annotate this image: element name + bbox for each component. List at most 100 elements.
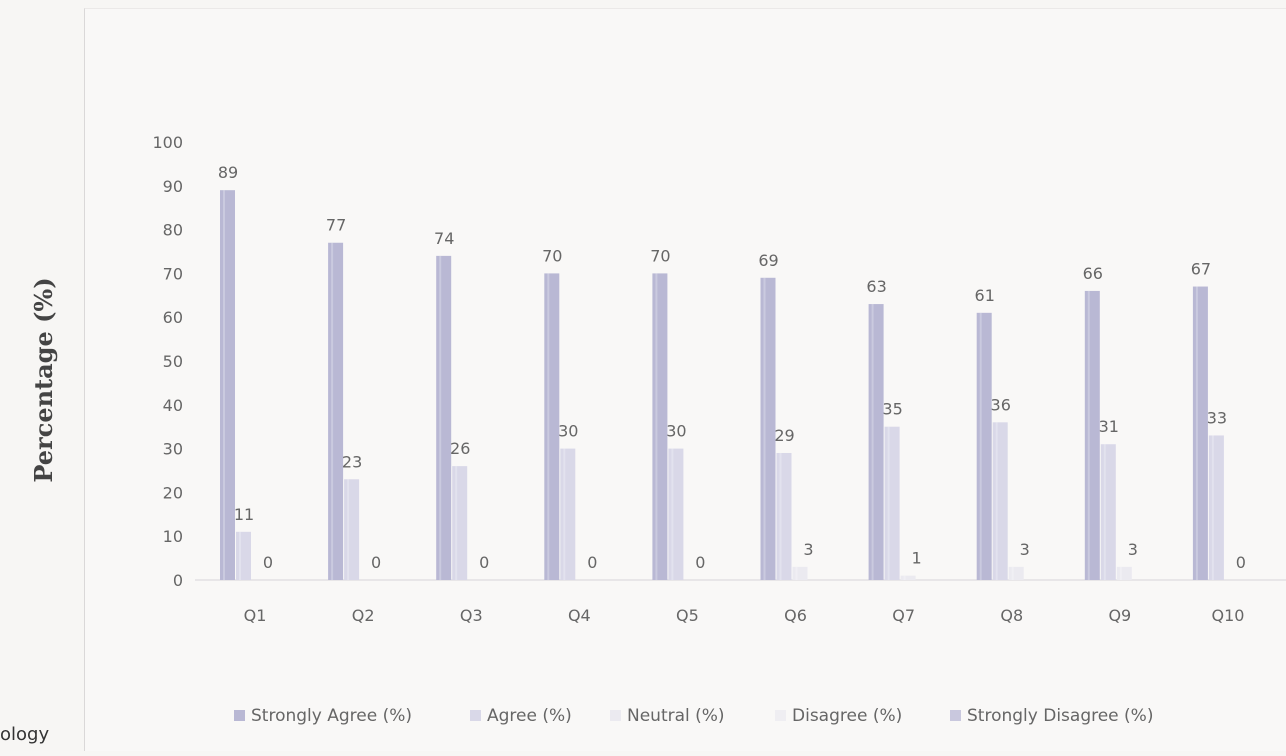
legend-label: Agree (%) — [487, 706, 572, 726]
bar-texture — [239, 531, 241, 580]
data-label: 29 — [774, 426, 794, 445]
data-label: 0 — [1236, 553, 1246, 572]
bar — [1116, 566, 1132, 580]
y-tick-label: 60 — [163, 308, 183, 327]
bar-texture — [455, 466, 458, 580]
bar — [436, 255, 452, 580]
legend-swatch — [610, 710, 621, 721]
bar-texture — [331, 242, 334, 581]
bar — [1084, 290, 1100, 580]
data-label: 31 — [1099, 417, 1119, 436]
y-tick-label: 90 — [163, 177, 183, 196]
bar — [236, 531, 251, 580]
bar — [220, 190, 235, 580]
bar — [776, 452, 792, 580]
bar — [1208, 435, 1224, 580]
x-tick-label: Q5 — [676, 606, 699, 625]
bar-texture — [1103, 444, 1106, 580]
data-label: 30 — [558, 422, 578, 441]
bar — [868, 304, 884, 580]
data-label: 89 — [218, 163, 238, 182]
legend-swatch — [775, 710, 786, 721]
x-tick-label: Q8 — [1000, 606, 1023, 625]
bar-texture — [439, 255, 442, 580]
data-label: 63 — [866, 277, 886, 296]
bar — [760, 277, 776, 580]
data-label: 67 — [1191, 260, 1211, 279]
data-label: 69 — [758, 251, 778, 270]
data-label: 0 — [695, 553, 705, 572]
bar-texture — [1011, 566, 1014, 580]
bar-texture — [887, 426, 890, 580]
data-label: 70 — [650, 246, 670, 265]
bar — [1008, 566, 1024, 580]
data-label: 35 — [882, 400, 902, 419]
y-axis-label: Percentage (%) — [29, 277, 58, 482]
y-tick-label: 10 — [163, 527, 183, 546]
bar — [328, 242, 344, 581]
bar-texture — [763, 277, 766, 580]
bar — [792, 566, 808, 580]
bar-texture — [223, 190, 225, 580]
bar-texture — [979, 312, 982, 580]
bar — [976, 312, 992, 580]
bar-texture — [795, 566, 798, 580]
data-label: 66 — [1083, 264, 1103, 283]
bar-texture — [1195, 286, 1198, 580]
bar — [652, 273, 668, 580]
y-tick-label: 20 — [163, 483, 183, 502]
data-label: 1 — [912, 549, 922, 568]
bar — [884, 426, 900, 580]
data-label: 61 — [975, 286, 995, 305]
data-label: 36 — [991, 395, 1011, 414]
bar-texture — [871, 304, 874, 580]
x-tick-label: Q1 — [244, 606, 267, 625]
bar — [560, 448, 576, 580]
bar-texture — [779, 452, 782, 580]
legend-label: Strongly Agree (%) — [251, 706, 412, 726]
bar — [452, 466, 468, 580]
bar-texture — [1087, 290, 1090, 580]
bar-texture — [903, 575, 906, 580]
x-tick-label: Q3 — [460, 606, 483, 625]
data-label: 26 — [450, 439, 470, 458]
legend-swatch — [234, 710, 245, 721]
y-tick-label: 70 — [163, 264, 183, 283]
y-tick-label: 0 — [173, 571, 183, 590]
bar-texture — [1211, 435, 1214, 580]
data-label: 0 — [263, 553, 273, 572]
x-tick-label: Q7 — [892, 606, 915, 625]
x-tick-label: Q2 — [352, 606, 375, 625]
data-label: 30 — [666, 422, 686, 441]
data-label: 11 — [234, 505, 254, 524]
plot-area: 010203040506070809010089110Q177230Q27426… — [152, 133, 1286, 625]
bar — [668, 448, 684, 580]
y-tick-label: 50 — [163, 352, 183, 371]
data-label: 0 — [371, 553, 381, 572]
bar — [344, 479, 360, 580]
legend-label: Disagree (%) — [792, 706, 902, 726]
x-tick-label: Q4 — [568, 606, 591, 625]
bar — [1100, 444, 1116, 580]
y-tick-label: 80 — [163, 221, 183, 240]
bar-texture — [563, 448, 566, 580]
bar — [1192, 286, 1208, 580]
x-tick-label: Q10 — [1211, 606, 1244, 625]
bar-texture — [671, 448, 674, 580]
legend-swatch — [950, 710, 961, 721]
data-label: 0 — [479, 553, 489, 572]
y-tick-label: 100 — [152, 133, 183, 152]
data-label: 3 — [1020, 540, 1030, 559]
data-label: 33 — [1207, 408, 1227, 427]
bar — [900, 575, 916, 580]
data-label: 23 — [342, 452, 362, 471]
side-fragment-text: ology — [0, 724, 50, 745]
bar — [544, 273, 560, 580]
legend-swatch — [470, 710, 481, 721]
bar-texture — [347, 479, 350, 580]
legend-label: Neutral (%) — [627, 706, 725, 726]
data-label: 0 — [587, 553, 597, 572]
chart-legend: Strongly Agree (%) Agree (%) Neutral (%) Di… — [234, 706, 1153, 726]
legend-label: Strongly Disagree (%) — [967, 706, 1153, 726]
data-label: 74 — [434, 229, 454, 248]
